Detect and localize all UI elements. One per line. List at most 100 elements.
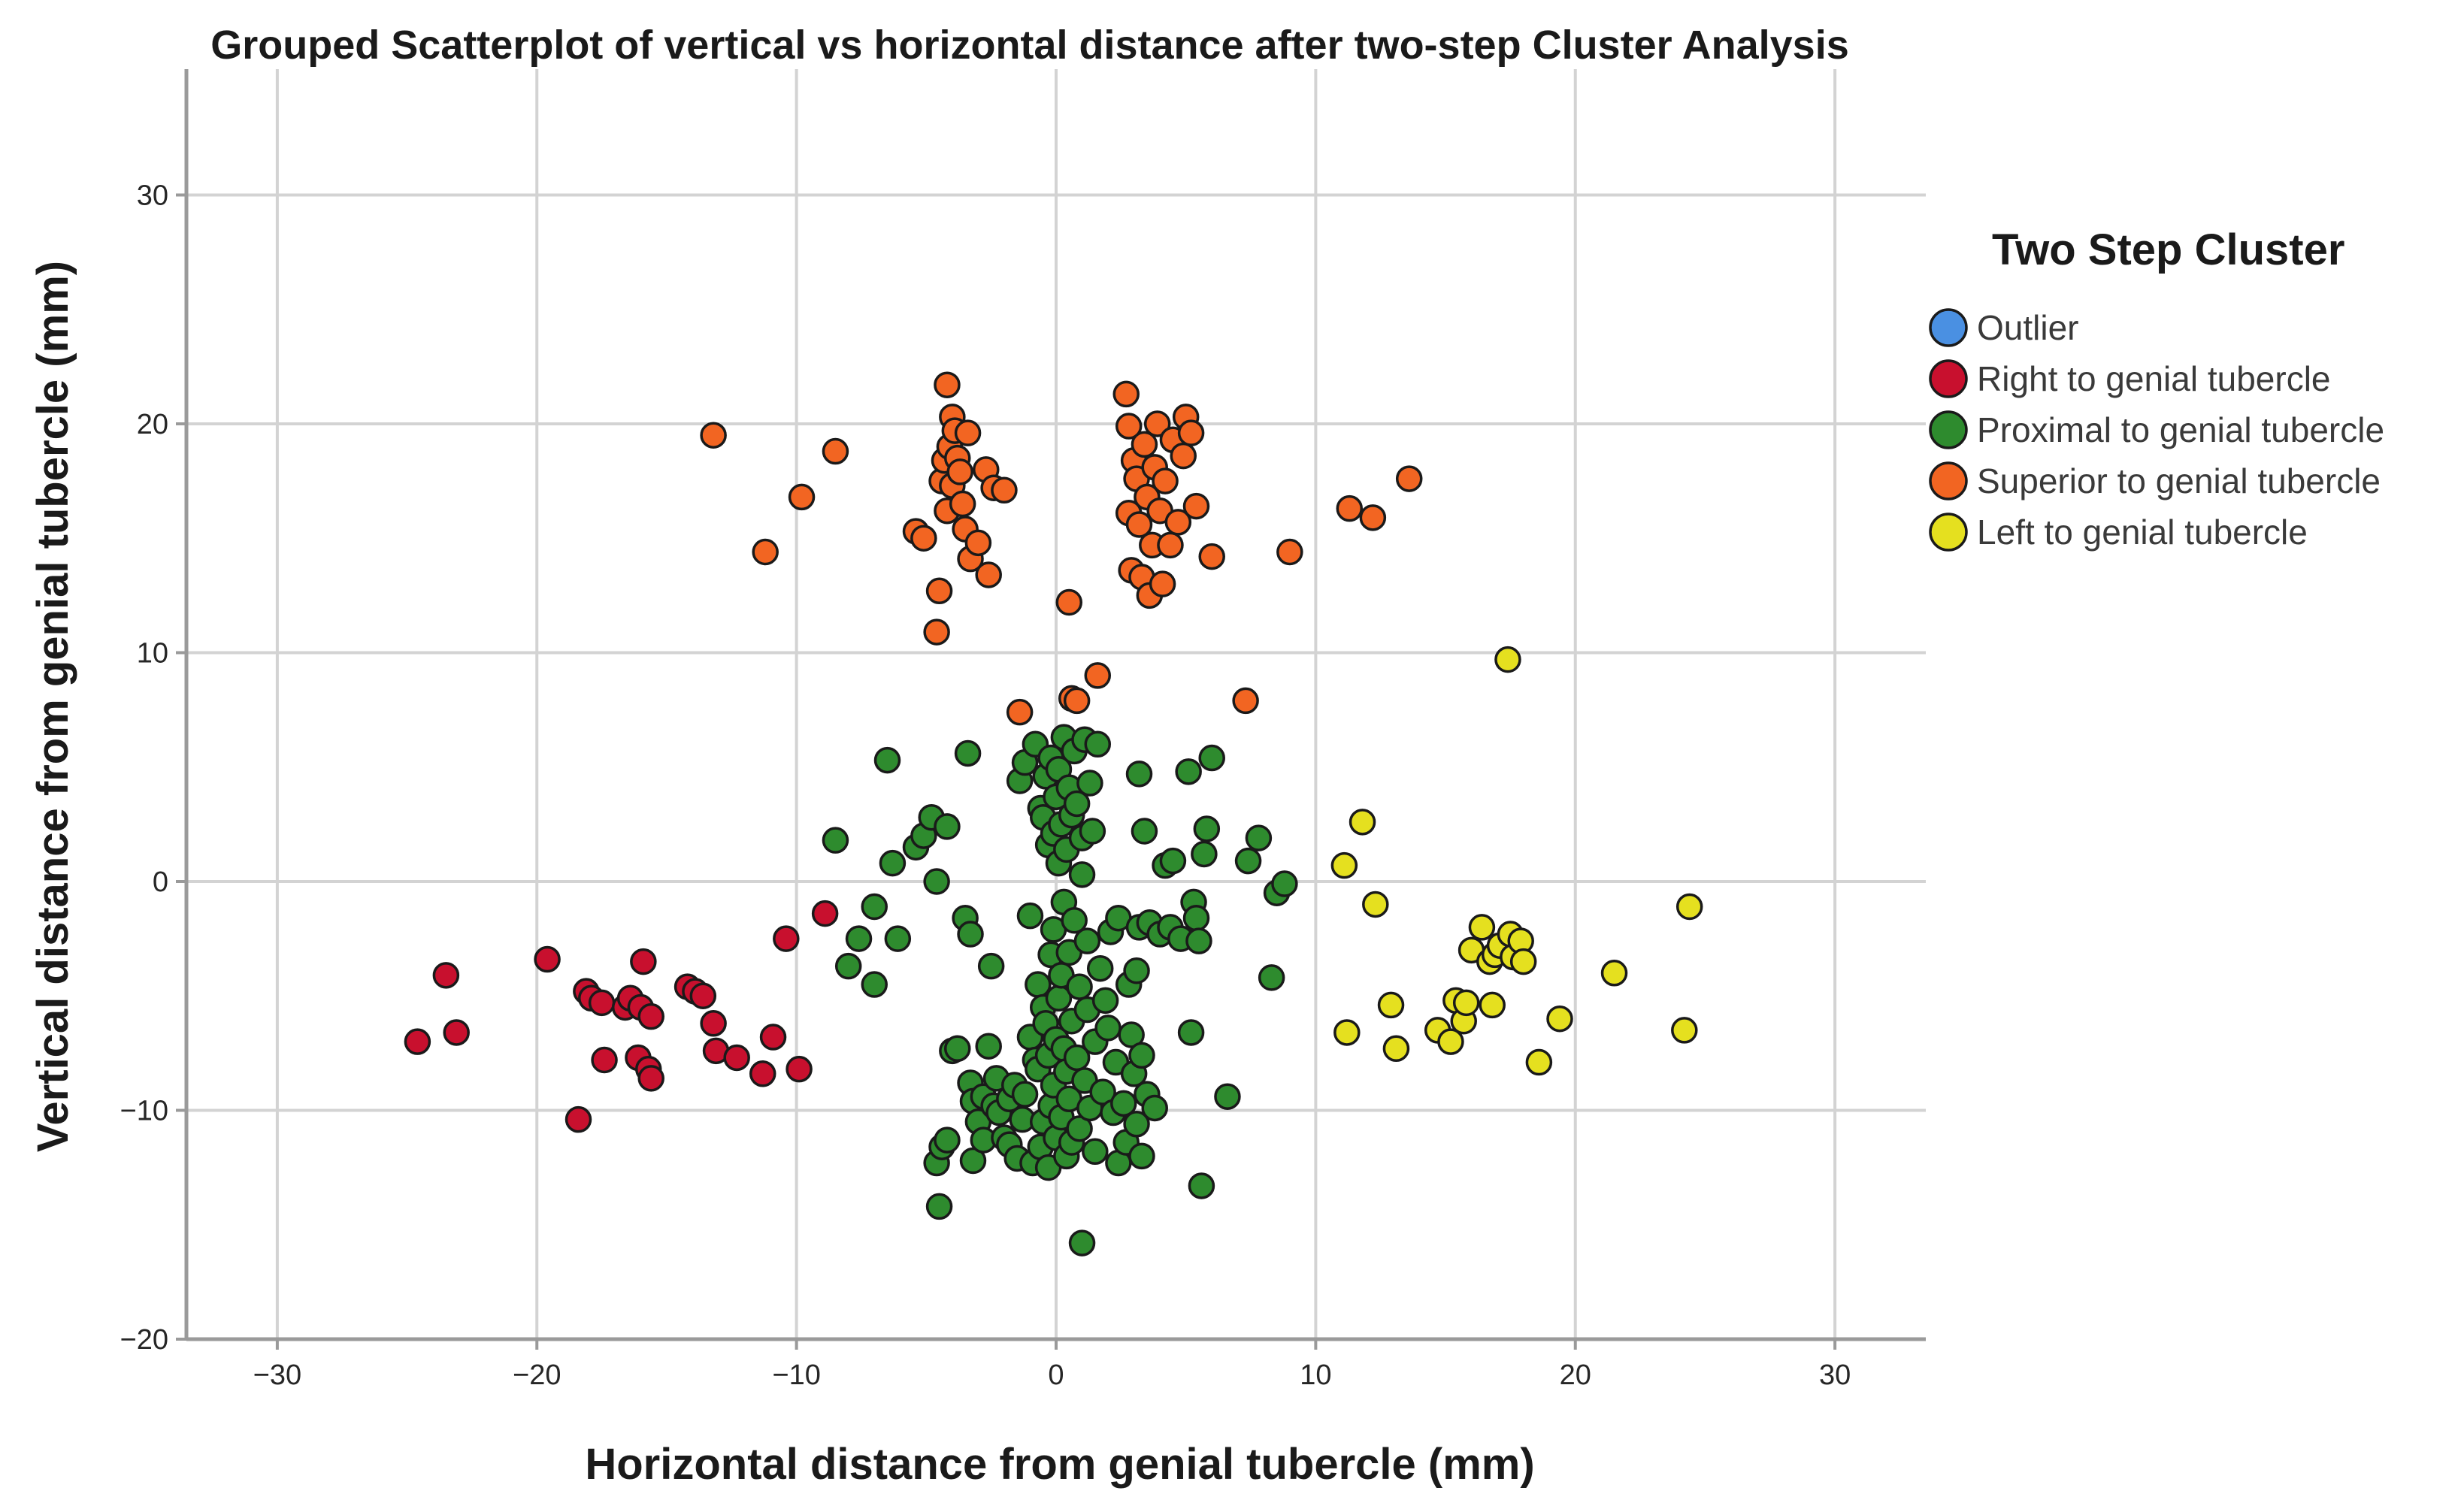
legend-marker-proximal-to-genial-tubercle: [1929, 410, 1968, 449]
point-left-to-genial-tubercle: [1437, 1028, 1464, 1055]
point-proximal-to-genial-tubercle: [1234, 847, 1262, 875]
data-points: [404, 371, 1703, 1256]
point-proximal-to-genial-tubercle: [1084, 730, 1112, 758]
point-right-to-genial-tubercle: [723, 1044, 750, 1072]
legend-label-superior-to-genial-tubercle: Superior to genial tubercle: [1977, 461, 2381, 500]
x-axis-label: Horizontal distance from genial tubercle…: [585, 1440, 1534, 1489]
point-proximal-to-genial-tubercle: [934, 1126, 961, 1154]
point-proximal-to-genial-tubercle: [1079, 818, 1106, 845]
point-superior-to-genial-tubercle: [910, 525, 937, 552]
point-proximal-to-genial-tubercle: [1188, 1172, 1215, 1199]
point-superior-to-genial-tubercle: [1276, 538, 1303, 566]
x-tick-label: −30: [253, 1359, 301, 1391]
point-superior-to-genial-tubercle: [946, 458, 973, 485]
point-right-to-genial-tubercle: [749, 1060, 776, 1087]
point-proximal-to-genial-tubercle: [1185, 927, 1212, 954]
point-proximal-to-genial-tubercle: [1182, 904, 1210, 932]
point-proximal-to-genial-tubercle: [1063, 790, 1091, 818]
y-tick-label: 10: [137, 637, 168, 669]
point-proximal-to-genial-tubercle: [1082, 1138, 1109, 1166]
legend: Two Step Cluster Outlier Right to genial …: [1929, 225, 2384, 552]
point-proximal-to-genial-tubercle: [884, 925, 912, 952]
point-proximal-to-genial-tubercle: [1258, 964, 1285, 991]
point-proximal-to-genial-tubercle: [1141, 1094, 1168, 1122]
point-right-to-genial-tubercle: [700, 1010, 727, 1037]
point-proximal-to-genial-tubercle: [1089, 1078, 1116, 1105]
point-proximal-to-genial-tubercle: [957, 921, 984, 948]
x-axis-ticks: −30 −20 −10 0 10 20 30: [253, 1339, 1851, 1391]
point-proximal-to-genial-tubercle: [1131, 818, 1158, 845]
point-proximal-to-genial-tubercle: [1086, 954, 1114, 982]
point-proximal-to-genial-tubercle: [1159, 847, 1187, 875]
point-proximal-to-genial-tubercle: [1118, 1021, 1145, 1048]
point-proximal-to-genial-tubercle: [1094, 1015, 1122, 1042]
point-superior-to-genial-tubercle: [1125, 511, 1153, 538]
point-superior-to-genial-tubercle: [954, 419, 982, 446]
y-tick-label: 20: [137, 409, 168, 440]
point-superior-to-genial-tubercle: [1115, 413, 1143, 440]
y-tick-label: 30: [137, 180, 168, 211]
point-superior-to-genial-tubercle: [1170, 442, 1197, 470]
legend-marker-outlier: [1929, 308, 1968, 347]
point-right-to-genial-tubercle: [565, 1105, 592, 1133]
point-right-to-genial-tubercle: [404, 1028, 431, 1055]
point-right-to-genial-tubercle: [637, 1002, 664, 1030]
point-superior-to-genial-tubercle: [1084, 662, 1112, 689]
point-proximal-to-genial-tubercle: [1110, 1090, 1137, 1117]
point-proximal-to-genial-tubercle: [845, 925, 873, 952]
point-right-to-genial-tubercle: [773, 925, 800, 952]
point-superior-to-genial-tubercle: [1112, 380, 1140, 408]
legend-label-outlier: Outlier: [1977, 308, 2078, 347]
point-left-to-genial-tubercle: [1675, 893, 1703, 921]
point-right-to-genial-tubercle: [630, 948, 657, 975]
point-left-to-genial-tubercle: [1546, 1005, 1573, 1033]
point-superior-to-genial-tubercle: [923, 618, 950, 646]
point-proximal-to-genial-tubercle: [1016, 902, 1044, 930]
point-superior-to-genial-tubercle: [788, 483, 816, 511]
y-axis-ticks: −20 −10 0 10 20 30: [120, 180, 186, 1356]
x-tick-label: 10: [1300, 1359, 1331, 1391]
point-superior-to-genial-tubercle: [1177, 419, 1205, 446]
point-right-to-genial-tubercle: [432, 962, 460, 989]
point-proximal-to-genial-tubercle: [834, 952, 862, 980]
point-right-to-genial-tubercle: [637, 1065, 664, 1092]
point-superior-to-genial-tubercle: [1182, 492, 1210, 520]
point-superior-to-genial-tubercle: [1359, 504, 1387, 531]
point-left-to-genial-tubercle: [1377, 991, 1405, 1019]
point-proximal-to-genial-tubercle: [1025, 971, 1052, 998]
point-right-to-genial-tubercle: [591, 1046, 618, 1074]
point-superior-to-genial-tubercle: [1336, 494, 1364, 522]
legend-title: Two Step Cluster: [1992, 225, 2344, 274]
point-left-to-genial-tubercle: [1333, 1019, 1361, 1046]
point-superior-to-genial-tubercle: [934, 371, 961, 398]
point-proximal-to-genial-tubercle: [1066, 1115, 1093, 1142]
point-proximal-to-genial-tubercle: [1191, 840, 1218, 868]
point-proximal-to-genial-tubercle: [1214, 1083, 1241, 1110]
x-tick-label: 30: [1819, 1359, 1851, 1391]
legend-marker-left-to-genial-tubercle: [1929, 513, 1968, 552]
point-proximal-to-genial-tubercle: [1128, 1042, 1155, 1069]
point-proximal-to-genial-tubercle: [1128, 1142, 1155, 1170]
point-superior-to-genial-tubercle: [1164, 509, 1192, 536]
point-superior-to-genial-tubercle: [1149, 570, 1176, 597]
point-superior-to-genial-tubercle: [925, 577, 953, 605]
point-proximal-to-genial-tubercle: [1177, 1019, 1205, 1046]
legend-label-left-to-genial-tubercle: Left to genial tubercle: [1977, 513, 2308, 552]
point-left-to-genial-tubercle: [1494, 646, 1521, 673]
point-proximal-to-genial-tubercle: [959, 1147, 987, 1175]
point-proximal-to-genial-tubercle: [1123, 1111, 1150, 1138]
point-right-to-genial-tubercle: [811, 900, 839, 927]
point-left-to-genial-tubercle: [1349, 809, 1376, 836]
point-proximal-to-genial-tubercle: [1175, 758, 1202, 785]
point-right-to-genial-tubercle: [588, 989, 616, 1017]
point-superior-to-genial-tubercle: [1006, 698, 1034, 726]
point-left-to-genial-tubercle: [1525, 1048, 1553, 1076]
point-proximal-to-genial-tubercle: [975, 1033, 1002, 1060]
point-proximal-to-genial-tubercle: [954, 739, 982, 767]
x-tick-label: 0: [1048, 1359, 1064, 1391]
point-proximal-to-genial-tubercle: [923, 868, 950, 895]
point-superior-to-genial-tubercle: [822, 437, 849, 465]
point-proximal-to-genial-tubercle: [879, 849, 907, 877]
point-left-to-genial-tubercle: [1479, 991, 1506, 1019]
